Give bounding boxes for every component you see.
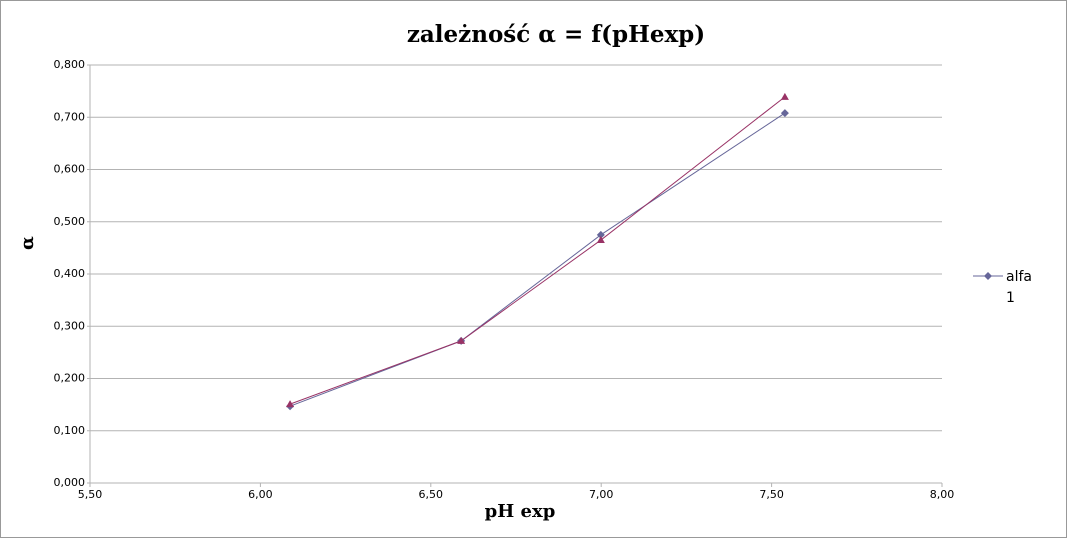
y-tick-label: 0,300 [54, 319, 86, 332]
x-tick-label: 6,00 [248, 488, 273, 501]
marker [596, 236, 605, 244]
series-line [289, 96, 786, 405]
series-line [289, 112, 786, 407]
x-tick-label: 7,00 [589, 488, 614, 501]
x-axis-label: pH exp [485, 501, 556, 522]
y-tick-label: 0,200 [54, 372, 86, 385]
x-tick-label: 7,50 [759, 488, 784, 501]
legend-label: alfa 1 [1006, 269, 1032, 306]
y-tick-label: 0,700 [54, 110, 86, 123]
x-tick-label: 6,50 [419, 488, 444, 501]
marker [984, 272, 992, 280]
y-tick-label: 0,000 [54, 476, 86, 489]
marker [457, 336, 466, 344]
marker [286, 400, 295, 408]
marker [780, 109, 789, 118]
chart-title: zależność α = f(pHexp) [407, 21, 705, 48]
y-tick-label: 0,800 [54, 58, 86, 71]
marker [596, 230, 605, 239]
y-tick-label: 0,400 [54, 267, 86, 280]
x-tick-label: 5,50 [78, 488, 103, 501]
y-tick-label: 0,500 [54, 215, 86, 228]
y-tick-label: 0,100 [54, 424, 86, 437]
marker [780, 92, 789, 100]
y-tick-label: 0,600 [54, 163, 86, 176]
x-tick-label: 8,00 [930, 488, 955, 501]
y-axis-label: α [17, 236, 38, 250]
